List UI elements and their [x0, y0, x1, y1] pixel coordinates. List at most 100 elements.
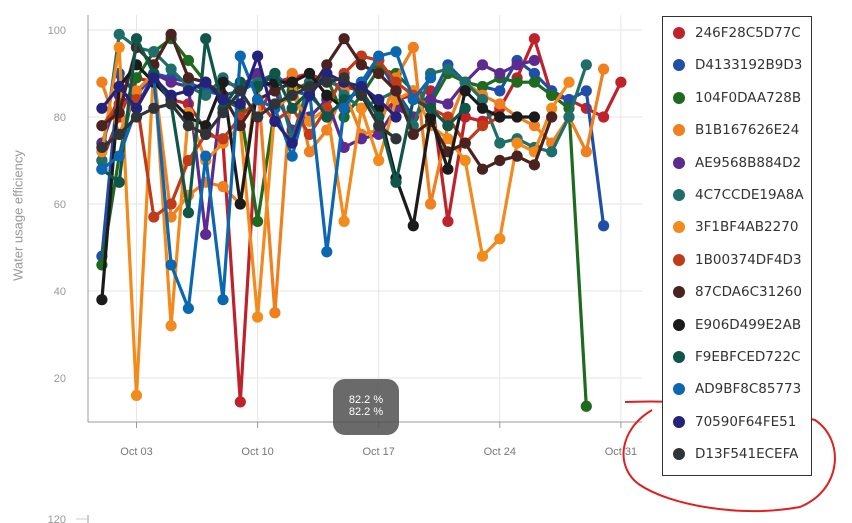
- data-point[interactable]: [148, 102, 160, 114]
- legend-item[interactable]: F9EBFCED722C: [663, 341, 811, 373]
- legend-item[interactable]: 104F0DAA728B: [663, 82, 811, 114]
- data-point[interactable]: [442, 133, 454, 145]
- data-point[interactable]: [459, 85, 471, 97]
- data-point[interactable]: [390, 176, 402, 188]
- data-point[interactable]: [217, 76, 229, 88]
- data-point[interactable]: [563, 76, 575, 88]
- data-point[interactable]: [546, 111, 558, 123]
- data-point[interactable]: [442, 111, 454, 123]
- data-point[interactable]: [130, 33, 143, 45]
- data-point[interactable]: [494, 67, 506, 80]
- data-point[interactable]: [407, 94, 419, 106]
- data-point[interactable]: [165, 98, 177, 110]
- data-point[interactable]: [286, 150, 298, 162]
- data-point[interactable]: [425, 102, 437, 114]
- data-point[interactable]: [182, 207, 194, 219]
- data-point[interactable]: [252, 111, 264, 123]
- data-point[interactable]: [546, 146, 558, 158]
- data-point[interactable]: [459, 76, 471, 88]
- data-point[interactable]: [373, 120, 385, 132]
- data-point[interactable]: [148, 72, 160, 84]
- data-point[interactable]: [303, 146, 316, 158]
- data-point[interactable]: [442, 63, 454, 75]
- data-point[interactable]: [200, 33, 212, 45]
- data-point[interactable]: [234, 85, 246, 97]
- data-point[interactable]: [459, 111, 471, 123]
- data-point[interactable]: [580, 85, 592, 97]
- data-point[interactable]: [182, 72, 194, 84]
- data-point[interactable]: [165, 28, 177, 40]
- data-point[interactable]: [476, 80, 489, 93]
- data-point[interactable]: [476, 120, 489, 132]
- data-point[interactable]: [321, 89, 333, 101]
- data-point[interactable]: [269, 307, 281, 319]
- data-point[interactable]: [355, 89, 367, 101]
- data-point[interactable]: [303, 80, 316, 93]
- data-point[interactable]: [390, 85, 402, 97]
- data-point[interactable]: [338, 33, 350, 45]
- data-point[interactable]: [113, 28, 125, 40]
- legend-item[interactable]: 70590F64FE51: [663, 406, 811, 438]
- data-point[interactable]: [321, 76, 333, 88]
- data-point[interactable]: [511, 76, 523, 88]
- data-point[interactable]: [390, 76, 402, 88]
- data-point[interactable]: [165, 320, 177, 332]
- data-point[interactable]: [580, 59, 592, 71]
- data-point[interactable]: [442, 98, 454, 110]
- data-point[interactable]: [511, 137, 523, 149]
- legend-item[interactable]: B1B167626E24: [663, 114, 811, 146]
- data-point[interactable]: [182, 154, 194, 167]
- data-point[interactable]: [373, 94, 385, 106]
- data-point[interactable]: [580, 146, 592, 158]
- data-point[interactable]: [286, 102, 298, 114]
- data-point[interactable]: [217, 133, 229, 145]
- data-point[interactable]: [321, 59, 333, 71]
- data-point[interactable]: [511, 111, 523, 123]
- legend-item[interactable]: D13F541ECEFA: [663, 438, 811, 470]
- data-point[interactable]: [182, 85, 194, 97]
- data-point[interactable]: [130, 111, 143, 123]
- data-point[interactable]: [182, 302, 194, 314]
- legend-item[interactable]: E906D499E2AB: [663, 309, 811, 341]
- data-point[interactable]: [528, 67, 541, 80]
- data-point[interactable]: [130, 102, 143, 114]
- data-point[interactable]: [200, 128, 212, 140]
- data-point[interactable]: [442, 163, 454, 175]
- data-point[interactable]: [390, 133, 402, 145]
- legend-item[interactable]: 3F1BF4AB2270: [663, 211, 811, 243]
- data-point[interactable]: [286, 89, 298, 101]
- data-point[interactable]: [494, 85, 506, 97]
- data-point[interactable]: [286, 76, 298, 88]
- data-point[interactable]: [494, 111, 506, 123]
- data-point[interactable]: [269, 85, 281, 97]
- data-point[interactable]: [528, 159, 541, 171]
- data-point[interactable]: [373, 154, 385, 167]
- data-point[interactable]: [442, 215, 454, 227]
- data-point[interactable]: [234, 50, 246, 62]
- data-point[interactable]: [355, 80, 367, 93]
- data-point[interactable]: [200, 76, 212, 88]
- data-point[interactable]: [355, 59, 367, 71]
- data-point[interactable]: [338, 102, 350, 114]
- data-point[interactable]: [459, 137, 471, 149]
- data-point[interactable]: [598, 111, 610, 123]
- data-point[interactable]: [165, 63, 177, 75]
- data-point[interactable]: [494, 154, 506, 167]
- data-point[interactable]: [563, 111, 575, 123]
- data-point[interactable]: [113, 150, 125, 162]
- data-point[interactable]: [598, 220, 610, 232]
- data-point[interactable]: [425, 111, 437, 123]
- data-point[interactable]: [96, 76, 108, 88]
- data-point[interactable]: [598, 63, 610, 75]
- data-point[interactable]: [234, 98, 246, 110]
- data-point[interactable]: [200, 228, 212, 241]
- data-point[interactable]: [442, 120, 454, 132]
- data-point[interactable]: [96, 154, 108, 167]
- data-point[interactable]: [407, 41, 419, 54]
- legend-item[interactable]: 4C7CCDE19A8A: [663, 179, 811, 211]
- data-point[interactable]: [303, 67, 316, 80]
- data-point[interactable]: [338, 72, 350, 84]
- data-point[interactable]: [407, 220, 419, 232]
- data-point[interactable]: [476, 94, 489, 106]
- data-point[interactable]: [165, 89, 177, 101]
